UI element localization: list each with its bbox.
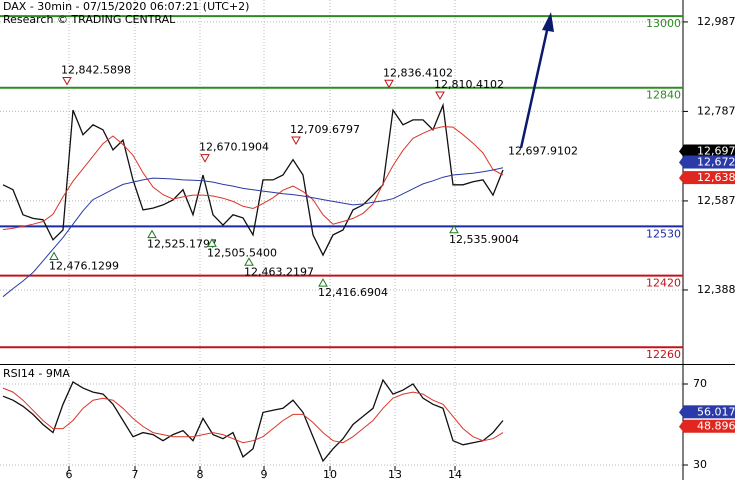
price-tag-label: 12,638 (697, 171, 735, 184)
annotation-label: 12,810.4102 (434, 78, 504, 91)
x-tick-label: 14 (448, 468, 462, 480)
price-tag-pointer (679, 155, 684, 169)
price-tag (684, 171, 735, 185)
x-tick-label: 9 (261, 468, 268, 480)
rsi-title: RSI14 - 9MA (3, 367, 70, 380)
swing-low-marker (49, 251, 59, 261)
swing-low-marker (449, 224, 459, 234)
price-tag-label: 56.0178 (697, 405, 735, 418)
price-tag-pointer (679, 405, 684, 419)
price-tag-pointer (679, 419, 684, 433)
x-tick-label: 13 (388, 468, 402, 480)
annotation-label: 12,535.9004 (449, 233, 519, 246)
x-tick-label: 6 (66, 468, 73, 480)
y-tick-label: 12,787 (697, 104, 735, 117)
price-tag-pointer (679, 144, 684, 158)
swing-high-marker (291, 136, 301, 146)
x-tick-label: 7 (132, 468, 139, 480)
chart-title: DAX - 30min - 07/15/2020 06:07:21 (UTC+2… (3, 0, 249, 13)
y-tick-label: 12,987 (697, 15, 735, 28)
swing-low-marker (244, 257, 254, 266)
level-label: 12260 (646, 348, 681, 361)
price-tag-label: 12,697.4 (697, 145, 735, 158)
y-tick-label: 12,388 (697, 283, 735, 296)
series-line (2, 126, 504, 231)
level-label: 12420 (646, 277, 681, 290)
series-line (2, 102, 504, 257)
annotation-label: 12,670.1904 (199, 141, 269, 154)
annotation-label: 12,836.4102 (383, 66, 453, 79)
swing-low-marker (207, 238, 217, 247)
y-tick-label: 70 (693, 377, 707, 390)
price-tag (684, 155, 735, 169)
annotation-label: 12,842.5898 (61, 64, 131, 77)
chart-subtitle: Research © TRADING CENTRAL (3, 13, 176, 26)
series-line (2, 167, 504, 298)
swing-low-marker (147, 229, 157, 239)
price-tag (684, 419, 735, 433)
price-tag-pointer (679, 171, 684, 185)
annotation-label: 12,463.2197 (244, 265, 314, 278)
y-tick-label: 30 (693, 458, 707, 471)
price-tag-label: 12,672.8 (697, 156, 735, 169)
swing-high-marker (200, 154, 210, 163)
price-tag (684, 405, 735, 419)
swing-low-marker (318, 278, 328, 287)
annotation-label: 12,709.6797 (290, 123, 360, 136)
price-tag-label: 48.8967 (697, 420, 735, 433)
level-label: 13000 (646, 17, 681, 30)
y-tick-label: 12,587 (697, 194, 735, 207)
annotation-label: 12,525.1797 (147, 238, 217, 251)
level-label: 12530 (646, 227, 681, 240)
x-tick-label: 8 (197, 468, 204, 480)
swing-high-marker (62, 77, 72, 86)
swing-high-marker (435, 91, 445, 100)
projection-arrowhead (542, 12, 554, 32)
x-tick-label: 10 (323, 468, 337, 480)
annotation-label: 12,416.6904 (318, 286, 388, 299)
price-tag (684, 144, 735, 158)
level-label: 12840 (646, 89, 681, 102)
series-line (2, 387, 504, 444)
swing-high-marker (384, 79, 394, 89)
annotation-label: 12,476.1299 (49, 260, 119, 273)
annotation-label: 12,697.9102 (508, 144, 578, 157)
annotation-label: 12,505.5400 (207, 246, 277, 259)
projection-arrow (519, 25, 550, 149)
